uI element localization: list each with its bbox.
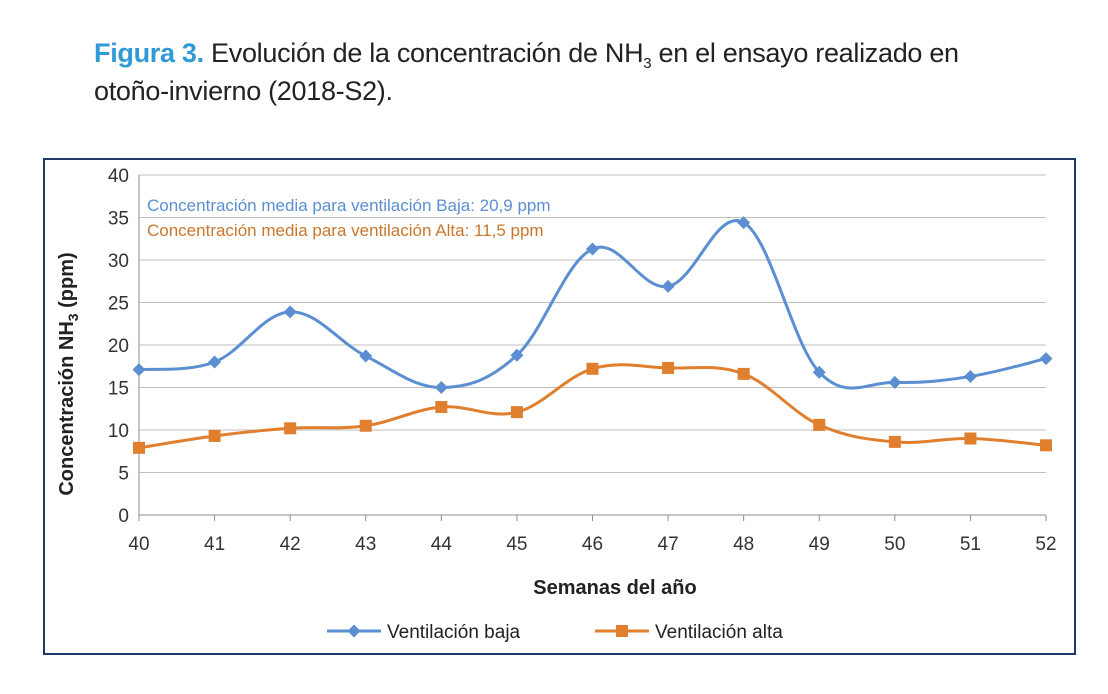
series-ventilacion-alta	[133, 361, 1052, 454]
annotation-text: Concentración media para ventilación Baj…	[147, 196, 551, 215]
annotations: Concentración media para ventilación Baj…	[147, 196, 551, 240]
y-tick-label: 20	[108, 336, 129, 357]
data-point	[813, 418, 826, 431]
data-point	[208, 355, 222, 369]
legend-marker	[616, 625, 628, 637]
x-tick-label: 52	[1035, 534, 1056, 555]
x-tick-label: 41	[204, 534, 225, 555]
data-point	[1040, 439, 1052, 452]
y-tick-label: 5	[118, 464, 129, 485]
line-chart: 0 5 10 15 20 25 30 35 40 40 41 42 43 44 45 46 47 48 49 50 51…	[56, 166, 1057, 643]
data-point	[586, 242, 599, 256]
data-point	[510, 406, 523, 419]
y-tick-label: 15	[108, 379, 129, 400]
data-point	[435, 401, 448, 414]
x-tick-label: 40	[128, 534, 149, 555]
x-axis-title: Semanas del año	[533, 577, 696, 599]
legend-marker	[347, 624, 361, 638]
data-point	[662, 361, 675, 374]
y-tick-label: 30	[108, 251, 129, 272]
data-point	[359, 419, 372, 432]
caption-text-after: en el ensayo realizado en otoño-invierno…	[94, 38, 959, 106]
chart-frame: 0 5 10 15 20 25 30 35 40 40 41 42 43 44 45 46 47 48 49 50 51…	[43, 158, 1076, 655]
data-point	[133, 441, 145, 454]
annotation-text: Concentración media para ventilación Alt…	[147, 221, 544, 240]
y-tick-label: 40	[108, 166, 129, 187]
y-tick-label: 25	[108, 294, 129, 315]
data-point	[283, 305, 297, 319]
caption-subscript: 3	[643, 55, 652, 72]
data-point	[812, 365, 826, 379]
x-tick-label: 50	[884, 534, 905, 555]
data-point	[359, 349, 373, 363]
x-tick-label: 46	[582, 534, 603, 555]
legend-item: Ventilación baja	[327, 622, 521, 643]
data-point	[208, 429, 221, 442]
x-tick-label: 45	[506, 534, 527, 555]
data-point	[284, 422, 297, 435]
series-ventilacion-baja	[132, 216, 1053, 394]
y-tick-label: 0	[118, 506, 129, 527]
x-tick-label: 47	[658, 534, 679, 555]
data-point	[737, 367, 750, 380]
data-point	[132, 363, 146, 377]
axes: 0 5 10 15 20 25 30 35 40 40 41 42 43 44 45 46 47 48 49 50 51…	[108, 166, 1057, 555]
y-tick-label: 10	[108, 421, 129, 442]
x-tick-label: 42	[280, 534, 301, 555]
y-axis-title-sub: 3	[65, 313, 81, 321]
figure-label: Figura 3.	[94, 38, 204, 68]
figure-caption: Figura 3. Evolución de la concentración …	[94, 34, 994, 110]
y-axis-title-main: Concentración NH	[56, 321, 78, 495]
y-axis-title-unit: (ppm)	[56, 252, 78, 313]
data-point	[661, 279, 675, 293]
caption-text-before: Evolución de la concentración de NH	[211, 38, 644, 68]
x-tick-label: 48	[733, 534, 754, 555]
data-point	[888, 435, 901, 448]
data-point	[586, 362, 599, 375]
data-point	[434, 381, 448, 394]
legend: Ventilación baja Ventilación alta	[327, 622, 783, 643]
data-point	[963, 369, 977, 383]
legend-item: Ventilación alta	[595, 622, 783, 643]
series-line	[138, 363, 1047, 450]
data-point	[888, 375, 902, 389]
y-axis-title: Concentración NH3 (ppm)	[56, 252, 81, 495]
legend-label: Ventilación alta	[655, 622, 783, 643]
x-tick-label: 51	[960, 534, 981, 555]
data-point	[737, 216, 751, 230]
x-tick-label: 49	[809, 534, 830, 555]
x-tick-label: 43	[355, 534, 376, 555]
series-layer	[132, 216, 1053, 454]
x-tick-label: 44	[431, 534, 453, 555]
data-point	[1039, 352, 1053, 366]
legend-label: Ventilación baja	[387, 622, 521, 643]
data-point	[964, 432, 977, 445]
y-tick-label: 35	[108, 209, 129, 230]
